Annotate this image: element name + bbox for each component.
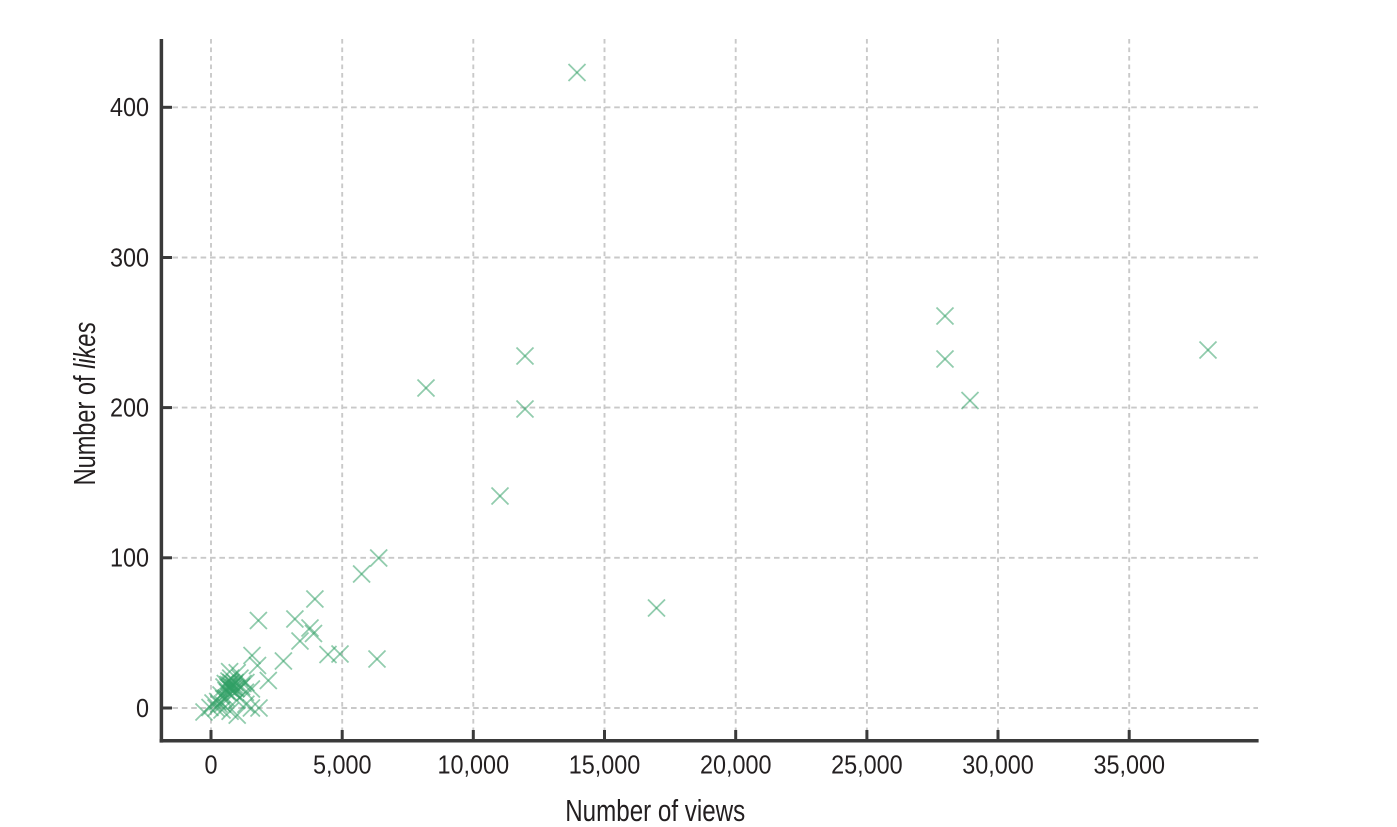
svg-text:Number of likes: Number of likes <box>67 322 102 486</box>
svg-text:Number of views: Number of views <box>565 793 745 827</box>
svg-text:400: 400 <box>110 94 149 122</box>
svg-text:15,000: 15,000 <box>569 751 641 779</box>
svg-text:300: 300 <box>110 244 149 272</box>
svg-text:200: 200 <box>110 394 149 422</box>
svg-text:35,000: 35,000 <box>1093 751 1165 779</box>
svg-text:100: 100 <box>110 545 149 573</box>
svg-text:10,000: 10,000 <box>438 751 510 779</box>
svg-text:25,000: 25,000 <box>831 751 903 779</box>
svg-text:0: 0 <box>204 751 217 779</box>
svg-text:5,000: 5,000 <box>313 751 372 779</box>
svg-text:20,000: 20,000 <box>700 751 772 779</box>
svg-text:0: 0 <box>136 695 149 723</box>
svg-text:30,000: 30,000 <box>962 751 1034 779</box>
